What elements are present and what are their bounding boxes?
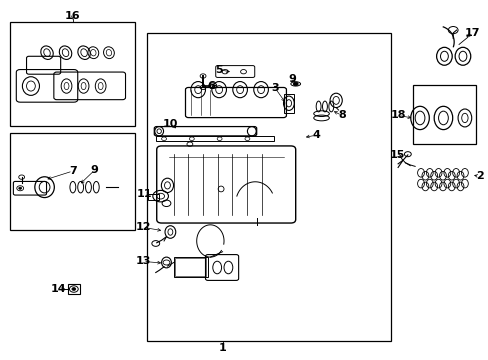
Bar (148, 194, 158, 200)
Text: 18: 18 (390, 111, 406, 121)
Text: 6: 6 (207, 81, 215, 91)
Text: 8: 8 (338, 111, 345, 121)
Text: 3: 3 (271, 83, 279, 93)
Text: 2: 2 (475, 171, 483, 181)
Text: 11: 11 (136, 189, 151, 199)
Text: 9: 9 (288, 74, 296, 84)
Text: 7: 7 (69, 166, 77, 176)
Bar (156, 136, 273, 141)
Bar (412, 85, 475, 144)
Bar (175, 258, 206, 276)
Text: 9: 9 (91, 165, 99, 175)
Text: 16: 16 (65, 11, 81, 21)
Circle shape (19, 187, 21, 189)
Text: 1: 1 (218, 343, 226, 353)
Bar (10, 22, 135, 126)
Bar (147, 33, 390, 341)
Text: 4: 4 (312, 130, 320, 140)
Bar (283, 94, 294, 113)
Bar (173, 257, 207, 277)
Text: 13: 13 (135, 256, 150, 266)
Text: 5: 5 (215, 64, 223, 75)
Circle shape (72, 288, 76, 291)
Text: 14: 14 (50, 284, 66, 294)
Bar (10, 134, 135, 230)
Text: 15: 15 (388, 150, 404, 160)
Text: 10: 10 (163, 120, 178, 129)
Text: 12: 12 (135, 222, 150, 232)
Circle shape (293, 82, 298, 86)
Text: 17: 17 (464, 28, 480, 38)
Bar (68, 284, 80, 294)
